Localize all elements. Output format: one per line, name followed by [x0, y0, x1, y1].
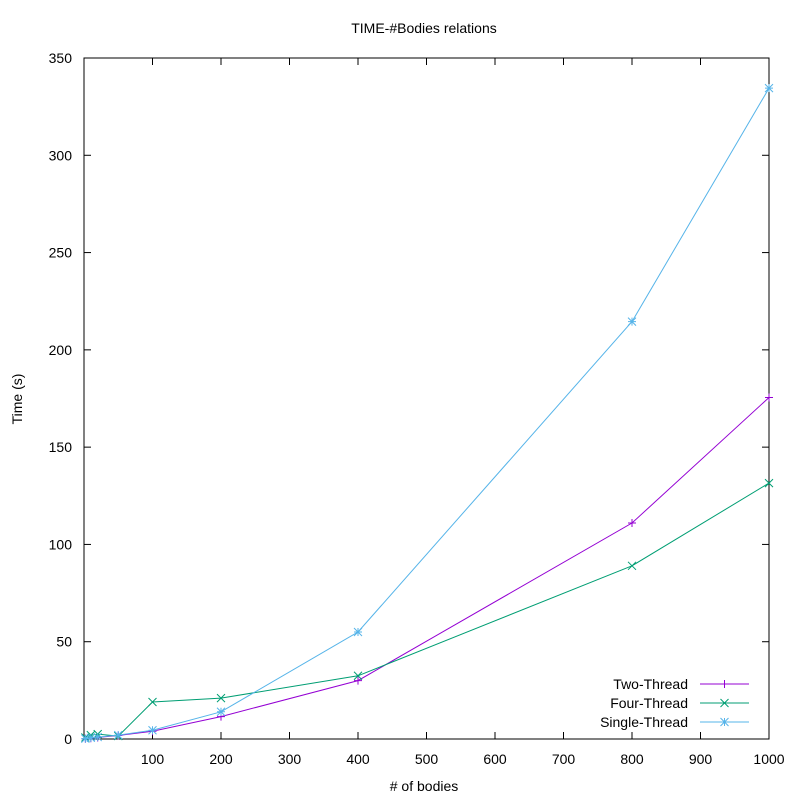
y-tick-label: 100: [49, 536, 73, 552]
x-tick-label: 700: [552, 751, 576, 767]
data-point-single-thread: [216, 707, 226, 717]
data-point-single-thread: [86, 733, 96, 743]
legend: Two-Thread Four-Thread Single-Thread: [600, 676, 749, 730]
chart-title: TIME-#Bodies relations: [351, 20, 497, 36]
data-point-single-thread: [81, 734, 90, 743]
x-tick-label: 800: [620, 751, 644, 767]
data-point-four-thread: [148, 697, 157, 707]
legend-item-two-thread: Two-Thread: [613, 676, 749, 692]
x-tick-label: 500: [415, 751, 439, 767]
data-point-four-thread: [216, 693, 226, 703]
x-tick-label: 200: [209, 751, 233, 767]
y-tick-label: 350: [49, 50, 73, 66]
legend-label: Single-Thread: [600, 714, 688, 730]
data-point-single-thread: [627, 317, 637, 326]
data-point-single-thread: [353, 627, 363, 637]
y-tick-label: 50: [56, 634, 72, 650]
data-point-two-thread: [765, 393, 773, 402]
y-tick-label: 250: [49, 245, 73, 261]
x-tick-label: 100: [141, 751, 165, 767]
y-axis: 0 50 100 150 200 250 300 350: [49, 50, 769, 747]
legend-marker: [720, 698, 729, 708]
x-axis: 100 200 300 400 500 600 700 800 900 1000: [141, 58, 785, 767]
series-layer: [81, 83, 774, 743]
legend-marker: [720, 680, 729, 688]
legend-item-single-thread: Single-Thread: [600, 714, 749, 730]
y-tick-label: 150: [49, 439, 73, 455]
data-point-four-thread: [764, 478, 774, 488]
legend-label: Four-Thread: [610, 695, 688, 711]
data-point-two-thread: [354, 676, 362, 685]
legend-marker: [720, 717, 729, 727]
x-axis-label: # of bodies: [390, 778, 459, 794]
x-tick-label: 600: [483, 751, 507, 767]
y-axis-label: Time (s): [9, 374, 25, 425]
data-point-single-thread: [764, 83, 774, 93]
y-tick-label: 0: [64, 731, 72, 747]
legend-item-four-thread: Four-Thread: [610, 695, 749, 711]
x-tick-label: 900: [689, 751, 713, 767]
y-tick-label: 300: [49, 147, 73, 163]
data-point-four-thread: [353, 671, 363, 681]
data-point-single-thread: [93, 732, 103, 742]
series-single-thread: [81, 83, 774, 743]
x-tick-label: 1000: [753, 751, 784, 767]
data-point-four-thread: [627, 561, 637, 571]
data-point-single-thread: [113, 730, 123, 740]
x-tick-label: 300: [278, 751, 302, 767]
data-point-two-thread: [628, 519, 636, 528]
legend-label: Two-Thread: [613, 676, 688, 692]
data-point-single-thread: [148, 725, 157, 735]
y-tick-label: 200: [49, 342, 73, 358]
plot-frame: [83, 57, 770, 740]
x-tick-label: 400: [346, 751, 370, 767]
